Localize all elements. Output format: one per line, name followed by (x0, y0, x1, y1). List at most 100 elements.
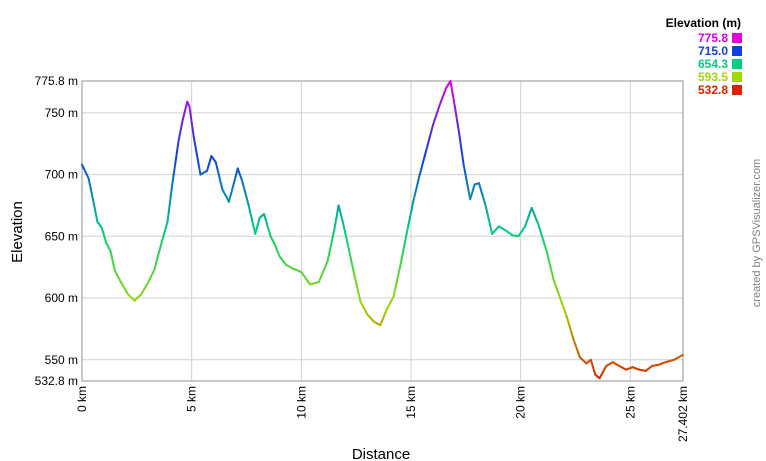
profile-segment (461, 155, 465, 166)
profile-segment (402, 241, 406, 252)
profile-segment (679, 353, 684, 358)
y-tick-label: 650 m (45, 229, 78, 243)
profile-segment (352, 272, 357, 282)
profile-segment (227, 194, 232, 203)
y-tick-label: 750 m (45, 106, 78, 120)
profile-segment (452, 99, 456, 108)
profile-segment (191, 128, 195, 139)
profile-segment (413, 187, 418, 196)
profile-segment (163, 226, 167, 235)
profile-segment (405, 224, 410, 235)
profile-segment (357, 293, 362, 303)
credit-text: created by GPSVisualizer.com (751, 159, 763, 307)
profile-segment (400, 249, 405, 260)
y-tick-label: 700 m (45, 168, 78, 182)
legend-swatch (732, 46, 742, 56)
y-tick-label: 600 m (45, 291, 78, 305)
profile-segment (394, 280, 398, 291)
profile-segment (197, 164, 202, 176)
profile-segment (450, 86, 454, 95)
profile-segment (426, 136, 431, 145)
profile-segment (231, 182, 235, 191)
y-tick-label: 532.8 m (35, 374, 78, 388)
profile-segment (486, 211, 490, 221)
legend-title: Elevation (m) (666, 16, 741, 30)
profile-segment (456, 119, 460, 129)
profile-segment (175, 140, 180, 154)
legend-entry-label: 775.8 (698, 31, 728, 45)
profile-segment (465, 180, 470, 192)
profile-segment (449, 80, 453, 89)
profile-segment (247, 204, 252, 214)
profile-segment (484, 204, 489, 214)
profile-segment (229, 188, 234, 197)
profile-segment (196, 155, 200, 167)
profile-segment (539, 230, 544, 240)
profile-segment (541, 237, 546, 247)
profile-segment (464, 172, 468, 183)
profile-segment (232, 176, 237, 185)
profile-segment (168, 194, 172, 206)
profile-segment (348, 249, 352, 259)
profile-segment (423, 148, 428, 158)
profile-segment (159, 238, 164, 246)
profile-segment (216, 168, 221, 177)
profile-segment (219, 181, 224, 191)
profile-segment (164, 220, 169, 229)
y-tick-label: 550 m (45, 353, 78, 367)
profile-segment (545, 251, 550, 261)
profile-segment (349, 256, 354, 267)
legend-entry-label: 532.8 (698, 83, 728, 97)
profile-segment (430, 124, 434, 133)
profile-segment (417, 173, 421, 183)
profile-segment (249, 211, 253, 221)
profile-segment (454, 112, 459, 122)
profile-segment (194, 145, 199, 158)
x-axis-title: Distance (352, 446, 410, 461)
x-tick-label: 10 km (294, 386, 308, 419)
profile-segment (395, 273, 400, 283)
profile-segment (543, 244, 548, 254)
profile-segment (246, 198, 250, 207)
profile-segment (403, 232, 408, 244)
x-tick-label: 5 km (185, 386, 199, 412)
profile-segment (158, 243, 162, 253)
profile-segment (410, 200, 415, 211)
profile-segment (420, 161, 425, 170)
y-axis-title: Elevation (9, 201, 26, 263)
profile-segment (415, 180, 420, 190)
profile-segment (428, 130, 433, 139)
profile-segment (218, 174, 222, 184)
profile-segment (167, 203, 171, 214)
profile-segment (412, 193, 416, 203)
profile-segment (397, 266, 402, 276)
profile-segment (457, 126, 461, 135)
profile-segment (155, 256, 159, 265)
profile-segment (161, 232, 166, 241)
profile-segment (335, 210, 339, 219)
profile-segment (333, 222, 337, 232)
profile-segment (214, 161, 219, 171)
profile-segment (451, 92, 455, 102)
profile-segment (351, 264, 355, 275)
profile-segment (169, 185, 173, 197)
profile-segment (172, 163, 177, 177)
profile-segment (356, 286, 360, 296)
x-tick-label: 15 km (404, 386, 418, 419)
profile-segment (192, 136, 197, 148)
profile-segment (418, 167, 423, 176)
profile-segment (547, 258, 552, 267)
profile-segment (166, 211, 170, 223)
profile-segment (190, 121, 194, 131)
profile-segment (156, 250, 161, 259)
legend-swatch (732, 72, 742, 82)
profile-segment (537, 222, 542, 233)
profile-segment (407, 216, 411, 227)
profile-segment (354, 279, 359, 289)
profile-segment (549, 264, 553, 274)
profile-segment (346, 241, 351, 252)
profile-segment (399, 257, 403, 269)
profile-segment (458, 132, 462, 143)
